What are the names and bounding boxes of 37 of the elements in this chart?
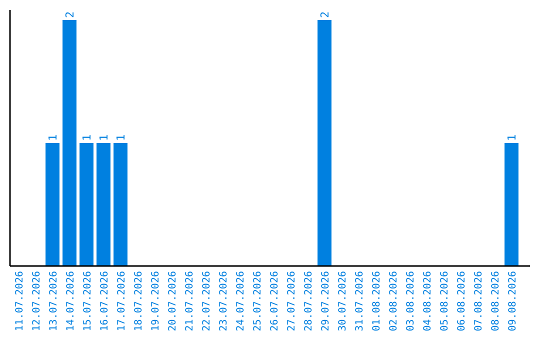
x-tick-label: 15.07.2026 bbox=[82, 271, 94, 332]
x-tick-label: 06.08.2026 bbox=[456, 271, 468, 332]
data-label: 1 bbox=[80, 134, 94, 141]
x-tick-label: 29.07.2026 bbox=[320, 271, 332, 332]
x-tick-label: 20.07.2026 bbox=[168, 271, 178, 332]
data-label: 1 bbox=[506, 134, 518, 141]
x-tick-label: 30.07.2026 bbox=[338, 271, 348, 332]
x-tick-label: 17.07.2026 bbox=[116, 271, 128, 332]
x-tick-label: 18.07.2026 bbox=[134, 271, 144, 332]
x-tick-label: 08.08.2026 bbox=[490, 271, 502, 332]
x-tick-label: 02.08.2026 bbox=[388, 271, 400, 332]
x-tick-label: 22.07.2026 bbox=[202, 271, 212, 332]
x-tick-label: 14.07.2026 bbox=[66, 271, 76, 332]
x-tick-label: 16.07.2026 bbox=[100, 271, 110, 332]
x-tick-label: 12.07.2026 bbox=[32, 271, 42, 332]
x-tick-label: 28.07.2026 bbox=[304, 271, 314, 332]
data-label: 1 bbox=[46, 134, 60, 141]
x-tick-label: 27.07.2026 bbox=[286, 271, 298, 332]
x-tick-label: 23.07.2026 bbox=[218, 271, 230, 332]
data-label: 1 bbox=[114, 134, 128, 141]
x-tick-label: 13.07.2026 bbox=[48, 271, 60, 332]
x-tick-label: 04.08.2026 bbox=[422, 271, 434, 332]
data-label: 2 bbox=[318, 11, 332, 18]
x-tick-label: 19.07.2026 bbox=[150, 271, 162, 332]
data-label: 2 bbox=[64, 11, 76, 18]
data-label: 1 bbox=[98, 134, 110, 141]
x-tick-label: 25.07.2026 bbox=[252, 271, 264, 332]
x-tick-label: 05.08.2026 bbox=[440, 271, 450, 332]
x-tick-label: 11.07.2026 bbox=[14, 271, 26, 332]
x-tick-label: 09.08.2026 bbox=[508, 271, 518, 332]
x-tick-label: 01.08.2026 bbox=[372, 271, 382, 332]
x-tick-label: 03.08.2026 bbox=[406, 271, 416, 332]
x-tick-label: 24.07.2026 bbox=[236, 271, 246, 332]
x-tick-label: 26.07.2026 bbox=[270, 271, 280, 332]
x-tick-label: 07.08.2026 bbox=[474, 271, 484, 332]
x-tick-label: 21.07.2026 bbox=[184, 271, 196, 332]
x-tick-label: 31.07.2026 bbox=[354, 271, 366, 332]
